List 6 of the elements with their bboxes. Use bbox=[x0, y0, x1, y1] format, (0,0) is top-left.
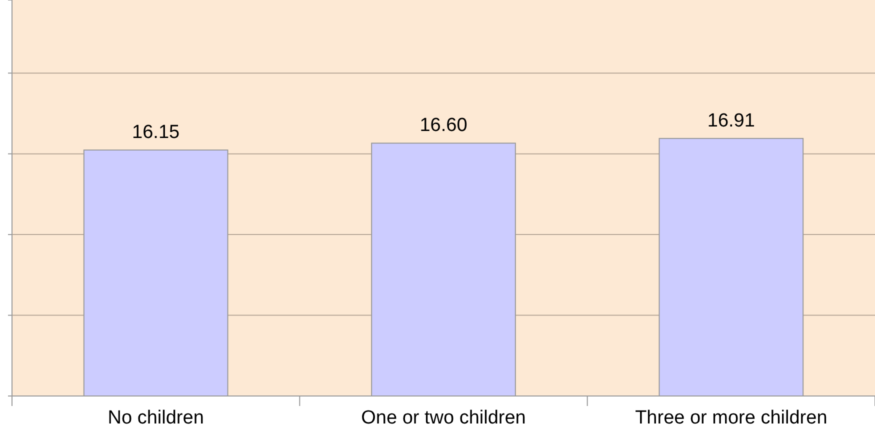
x-tick-label: One or two children bbox=[361, 407, 526, 428]
data-label: 16.91 bbox=[707, 110, 755, 132]
x-tick-label: No children bbox=[108, 407, 204, 428]
data-label: 16.15 bbox=[132, 122, 180, 144]
x-tick-label: Three or more children bbox=[635, 407, 828, 428]
data-label: 16.60 bbox=[420, 115, 468, 136]
